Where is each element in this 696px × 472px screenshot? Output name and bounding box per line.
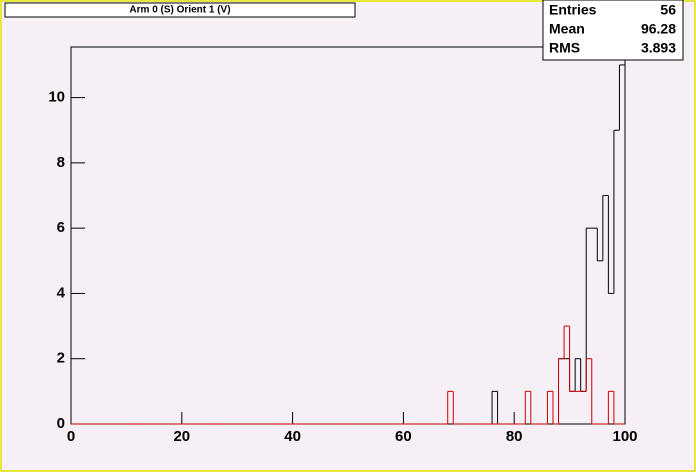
x-tick-label: 20 [173,428,190,445]
stats-label: Mean [549,21,585,37]
y-tick-label: 2 [57,350,65,367]
x-tick-label: 80 [506,428,523,445]
x-tick-label: 60 [395,428,412,445]
y-tick-label: 4 [57,284,66,301]
y-tick-label: 8 [57,154,65,171]
stats-value: 56 [660,2,676,18]
y-tick-label: 10 [48,89,65,106]
title-box [4,2,356,18]
y-tick-label: 0 [57,415,65,432]
stats-label: RMS [549,40,580,56]
stats-label: Entries [549,2,597,18]
x-tick-label: 40 [284,428,301,445]
stats-value: 96.28 [641,21,676,37]
chart-title: Arm 0 (S) Orient 1 (V) [129,5,230,16]
y-tick-label: 6 [57,219,65,236]
stats-value: 3.893 [641,40,676,56]
x-tick-label: 0 [67,428,75,445]
x-tick-label: 100 [612,428,637,445]
stats-box [542,0,684,61]
